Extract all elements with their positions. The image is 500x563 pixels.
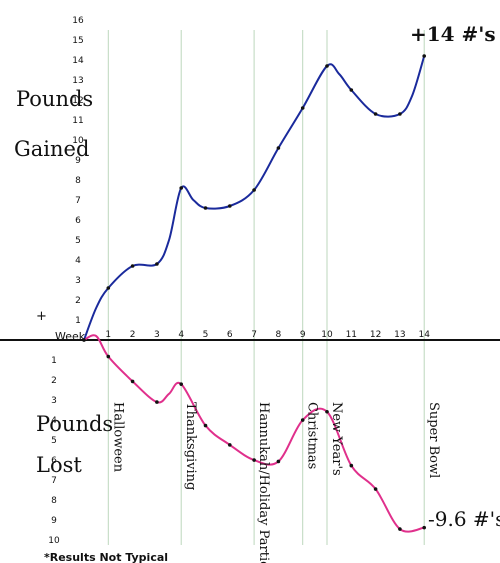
event-label: Halloween bbox=[110, 402, 125, 473]
data-point bbox=[155, 262, 159, 266]
data-point bbox=[276, 459, 281, 464]
data-point bbox=[106, 286, 111, 290]
data-point bbox=[203, 423, 208, 428]
y-loss-label-line-2: Lost bbox=[36, 453, 82, 477]
y-loss-tick-label: 4 bbox=[51, 416, 57, 426]
y-loss-tick-label: 6 bbox=[51, 456, 57, 466]
x-tick-label: 14 bbox=[418, 330, 430, 340]
y-gain-tick-label: 6 bbox=[75, 216, 81, 226]
data-point bbox=[130, 379, 135, 384]
y-loss-label-line-1: Pounds bbox=[36, 412, 113, 436]
event-label: Super Bowl bbox=[426, 402, 441, 478]
data-point bbox=[179, 382, 183, 386]
event-gridlines bbox=[107, 30, 425, 545]
y-gain-tick-label: 10 bbox=[72, 136, 84, 146]
tick-labels: 1 2 3 4 5 6 7 8 9 10 11 12 13 14123456789101112131415… bbox=[48, 16, 430, 546]
y-gain-tick-label: 12 bbox=[72, 96, 83, 106]
event-label: Hannukah/Holiday Parties bbox=[256, 402, 271, 563]
data-point bbox=[398, 112, 402, 116]
data-point bbox=[130, 264, 135, 268]
data-point bbox=[373, 487, 378, 491]
data-point bbox=[276, 146, 281, 150]
y-gain-tick-label: 15 bbox=[72, 36, 83, 46]
data-point bbox=[155, 400, 159, 404]
x-tick-label: 13 bbox=[394, 330, 405, 340]
y-gain-tick-label: 2 bbox=[75, 296, 81, 306]
y-loss-tick-label: 1 bbox=[51, 356, 57, 366]
x-tick-label: 3 bbox=[154, 330, 160, 340]
data-point bbox=[349, 463, 354, 468]
data-point bbox=[228, 204, 232, 208]
event-label: New Year's bbox=[329, 402, 344, 476]
data-point bbox=[106, 354, 111, 359]
y-loss-tick-label: 9 bbox=[51, 516, 57, 526]
footnote: *Results Not Typical bbox=[44, 551, 168, 563]
x-tick-label: 4 bbox=[178, 330, 184, 340]
x-tick-label: 11 bbox=[346, 330, 357, 340]
y-gain-label-line-1: Pounds bbox=[16, 87, 93, 111]
data-point bbox=[82, 338, 86, 342]
event-labels: Halloween Thanksgiving Hannukah/Holiday Pa… bbox=[110, 402, 441, 563]
x-axis-label: Week bbox=[55, 330, 86, 343]
data-point bbox=[398, 527, 402, 531]
y-gain-tick-label: 9 bbox=[75, 156, 81, 166]
y-loss-tick-label: 8 bbox=[51, 496, 57, 506]
x-tick-label: 8 bbox=[276, 330, 282, 340]
x-tick-label: 10 bbox=[321, 330, 333, 340]
series-line bbox=[83, 55, 426, 341]
data-point bbox=[325, 64, 329, 68]
event-label: Christmas bbox=[305, 402, 320, 469]
y-gain-tick-label: 16 bbox=[72, 16, 84, 26]
data-point bbox=[300, 418, 305, 422]
y-loss-tick-label: 7 bbox=[51, 476, 57, 486]
loss-end-annotation: -9.6 #'s bbox=[428, 507, 500, 531]
x-tick-label: 12 bbox=[370, 330, 381, 340]
y-gain-tick-label: 8 bbox=[75, 176, 81, 186]
y-gain-tick-label: 13 bbox=[72, 76, 83, 86]
y-loss-tick-label: 5 bbox=[51, 436, 57, 446]
data-point bbox=[203, 206, 208, 210]
data-point bbox=[422, 54, 427, 58]
data-point bbox=[228, 443, 232, 447]
gain-end-annotation: +14 #'s bbox=[410, 22, 496, 46]
y-loss-tick-label: 3 bbox=[51, 396, 57, 406]
y-loss-tick-label: 10 bbox=[48, 536, 60, 546]
x-tick-label: 5 bbox=[203, 330, 209, 340]
y-gain-tick-label: 11 bbox=[72, 116, 83, 126]
data-point bbox=[373, 112, 378, 116]
x-tick-label: 7 bbox=[251, 330, 257, 340]
y-gain-tick-label: 14 bbox=[72, 56, 84, 66]
x-tick-label: 2 bbox=[130, 330, 136, 340]
y-gain-tick-label: 3 bbox=[75, 276, 81, 286]
y-gain-label-line-2: Gained bbox=[14, 137, 89, 161]
event-label: Thanksgiving bbox=[183, 402, 198, 490]
data-point bbox=[252, 188, 256, 192]
data-point bbox=[252, 458, 256, 462]
plus-sign: + bbox=[36, 309, 47, 324]
y-loss-tick-label: 2 bbox=[51, 376, 57, 386]
x-tick-label: 6 bbox=[227, 330, 233, 340]
y-gain-tick-label: 5 bbox=[75, 236, 81, 246]
y-gain-tick-label: 7 bbox=[75, 196, 81, 206]
data-point bbox=[300, 106, 305, 110]
y-gain-tick-label: 4 bbox=[75, 256, 81, 266]
data-point bbox=[179, 186, 183, 190]
data-point bbox=[349, 88, 354, 92]
x-tick-label: 9 bbox=[300, 330, 306, 340]
y-gain-tick-label: 1 bbox=[75, 316, 81, 326]
series-layer bbox=[82, 54, 427, 533]
data-point bbox=[422, 525, 427, 530]
data-point bbox=[325, 409, 329, 414]
x-tick-label: 1 bbox=[105, 330, 111, 340]
